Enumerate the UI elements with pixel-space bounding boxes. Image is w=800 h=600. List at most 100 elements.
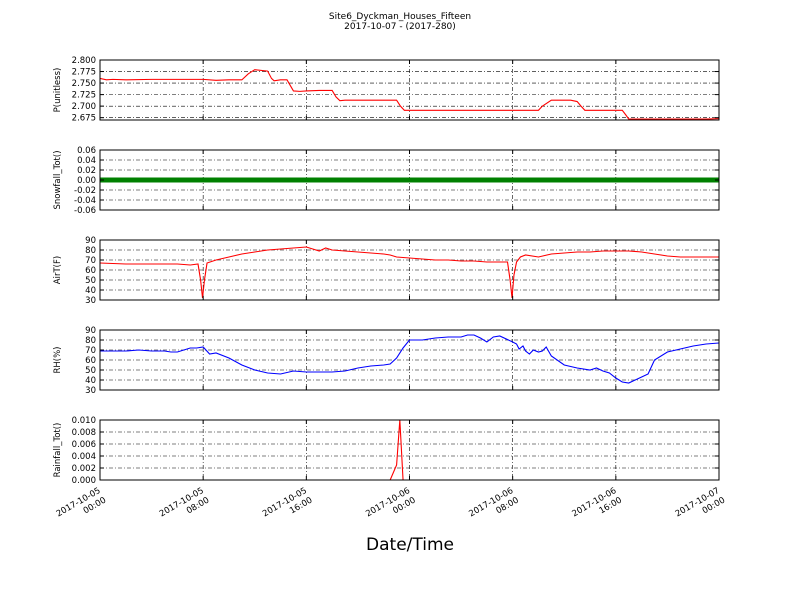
- data-point: [471, 177, 477, 183]
- data-point: [200, 177, 206, 183]
- data-point: [129, 177, 135, 183]
- data-point: [652, 177, 658, 183]
- data-point: [458, 177, 464, 183]
- data-point: [703, 177, 709, 183]
- y-tick-label: 70: [85, 346, 96, 356]
- data-point: [245, 177, 251, 183]
- series-group: [100, 420, 719, 480]
- data-point: [639, 177, 645, 183]
- y-tick-label: 2.700: [72, 102, 96, 112]
- data-point: [619, 177, 625, 183]
- series-group: [100, 69, 719, 120]
- data-point: [555, 177, 561, 183]
- data-point: [329, 177, 335, 183]
- data-point: [220, 177, 226, 183]
- data-point: [116, 177, 122, 183]
- data-point: [232, 177, 238, 183]
- y-tick-label: 2.675: [72, 114, 96, 124]
- y-tick-label: 60: [85, 266, 96, 276]
- data-point: [284, 177, 290, 183]
- y-tick-label: -0.02: [74, 186, 96, 196]
- data-point: [677, 177, 683, 183]
- chart-title-line2: 2017-10-07 - (2017-280): [344, 22, 456, 32]
- y-tick-label: 2.775: [72, 68, 96, 78]
- data-point: [290, 177, 296, 183]
- y-tick-label: 50: [85, 366, 96, 376]
- data-point: [368, 177, 374, 183]
- data-point: [400, 177, 406, 183]
- data-point: [387, 177, 393, 183]
- data-point: [323, 177, 329, 183]
- data-point: [348, 177, 354, 183]
- data-point: [413, 177, 419, 183]
- data-point: [439, 177, 445, 183]
- data-point: [419, 177, 425, 183]
- y-tick-label: 40: [85, 376, 96, 386]
- data-point: [626, 177, 632, 183]
- y-tick-label: 0.06: [77, 146, 96, 156]
- data-point: [123, 177, 129, 183]
- data-point: [310, 177, 316, 183]
- y-tick-label: 0.006: [72, 440, 96, 450]
- data-point: [658, 177, 664, 183]
- data-point: [561, 177, 567, 183]
- data-point: [503, 177, 509, 183]
- series-line-1: [100, 69, 719, 120]
- data-point: [174, 177, 180, 183]
- y-tick-label: 60: [85, 356, 96, 366]
- data-point: [426, 177, 432, 183]
- data-point: [342, 177, 348, 183]
- data-point: [149, 177, 155, 183]
- y-tick-label: 70: [85, 256, 96, 266]
- y-axis-label: RH(%): [53, 346, 63, 373]
- y-tick-label: 0.004: [72, 452, 96, 462]
- y-tick-label: -0.06: [74, 206, 96, 216]
- data-point: [516, 177, 522, 183]
- data-point: [587, 177, 593, 183]
- y-tick-label: 90: [85, 326, 96, 336]
- chart-title-line1: Site6_Dyckman_Houses_Fifteen: [329, 12, 471, 22]
- data-point: [278, 177, 284, 183]
- y-tick-label: 90: [85, 236, 96, 246]
- data-point: [394, 177, 400, 183]
- data-point: [574, 177, 580, 183]
- subplot-2: -0.06-0.04-0.020.000.020.040.06 Snowfall_…: [53, 146, 720, 216]
- data-point: [613, 177, 619, 183]
- data-point: [671, 177, 677, 183]
- data-point: [465, 177, 471, 183]
- series-group: [100, 177, 719, 183]
- data-point: [710, 177, 716, 183]
- data-point: [187, 177, 193, 183]
- data-point: [690, 177, 696, 183]
- y-axis-label: Rainfall_Tot(): [53, 423, 63, 478]
- data-point: [207, 177, 213, 183]
- data-point: [477, 177, 483, 183]
- data-point: [548, 177, 554, 183]
- y-tick-label: 0.04: [77, 156, 96, 166]
- data-point: [542, 177, 548, 183]
- subplot-5: 0.000 0.002 0.004 0.006 0.008 0.010 Rainfall_T…: [53, 416, 720, 486]
- data-point: [535, 177, 541, 183]
- data-point: [497, 177, 503, 183]
- y-tick-label: 2.725: [72, 91, 96, 101]
- data-point: [258, 177, 264, 183]
- data-point: [226, 177, 232, 183]
- data-point: [361, 177, 367, 183]
- y-axis-label: P(unitless): [53, 68, 63, 113]
- data-point: [316, 177, 322, 183]
- data-point: [645, 177, 651, 183]
- series-line-5: [100, 420, 719, 480]
- data-point: [632, 177, 638, 183]
- y-tick-label: 40: [85, 286, 96, 296]
- data-point: [568, 177, 574, 183]
- data-point: [523, 177, 529, 183]
- data-point: [381, 177, 387, 183]
- data-point: [252, 177, 258, 183]
- data-point: [510, 177, 516, 183]
